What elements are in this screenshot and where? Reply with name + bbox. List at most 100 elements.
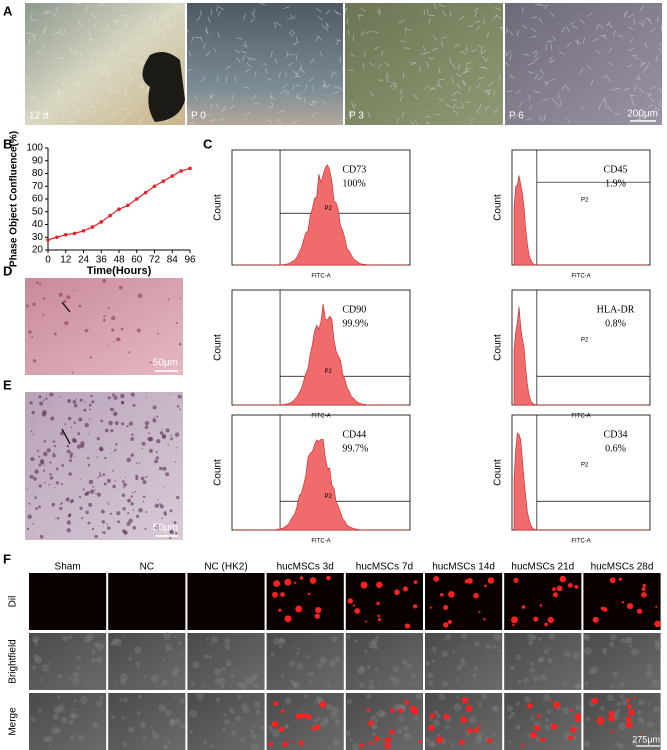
cell-texture (436, 733, 440, 737)
cell-texture (476, 732, 484, 740)
cell-texture (493, 633, 502, 642)
cell-texture (333, 70, 338, 77)
cell-texture (242, 54, 245, 61)
stain-spot (73, 403, 78, 408)
cell-texture (539, 673, 547, 681)
stain-spot (76, 444, 82, 449)
stain-spot (179, 298, 182, 300)
cell-texture (424, 84, 430, 90)
cell-texture (251, 743, 259, 750)
stain-spot (56, 517, 60, 520)
cell-texture (321, 24, 326, 30)
cell-texture (115, 84, 120, 90)
cell-texture (111, 112, 118, 116)
cell-texture (372, 723, 378, 730)
cell-texture (193, 94, 198, 101)
dil-signal (530, 731, 538, 739)
cell-texture (351, 101, 354, 108)
dil-signal (295, 605, 303, 613)
cell-texture (259, 2, 266, 6)
stain-spot (104, 428, 109, 433)
cell-texture (114, 638, 122, 647)
cell-texture (452, 103, 456, 110)
data-line (47, 167, 191, 241)
dil-signal (368, 720, 374, 726)
cell-texture (548, 647, 552, 650)
stain-spot (88, 479, 94, 485)
stain-spot (40, 458, 44, 463)
stain-spot (32, 302, 36, 306)
cell-texture (253, 724, 257, 728)
cell-texture (269, 728, 274, 732)
stain-spot (144, 425, 149, 429)
stain-spot (120, 393, 125, 399)
cell-texture (79, 42, 85, 48)
dil-signal (352, 604, 356, 607)
cell-texture (445, 633, 452, 641)
data-point (143, 190, 148, 195)
cell-texture (310, 671, 315, 676)
cell-texture (615, 708, 621, 715)
cell-texture (201, 684, 205, 688)
cell-texture (153, 43, 157, 50)
cell-texture (289, 660, 296, 667)
dil-signal (377, 614, 380, 618)
stain-spot (123, 530, 128, 535)
stain-spot (127, 500, 130, 502)
stain-spot (81, 517, 84, 520)
stain-spot (136, 514, 140, 518)
micrograph (345, 573, 423, 630)
stain-spot (42, 313, 45, 316)
cell-texture (226, 658, 229, 661)
cell-texture (375, 635, 380, 640)
cell-texture (221, 108, 227, 113)
cell-texture (411, 62, 417, 66)
stain-spot (177, 394, 182, 399)
stain-spot (58, 292, 63, 297)
cell-texture (100, 69, 105, 75)
x-tick-label: 84 (167, 255, 179, 266)
dil-signal (314, 613, 321, 619)
stain-spot (121, 493, 126, 498)
cell-texture (359, 665, 366, 672)
dil-signal (473, 592, 479, 599)
stain-spot (126, 425, 129, 428)
dil-signal (473, 727, 479, 733)
cell-texture (633, 18, 635, 25)
stain-spot (122, 507, 126, 511)
cell-texture (120, 14, 127, 17)
stain-spot (159, 504, 164, 509)
dil-signal (549, 698, 553, 702)
cell-texture (305, 735, 308, 738)
cell-texture (260, 725, 265, 731)
cell-texture (190, 681, 196, 686)
cell-texture (136, 710, 141, 715)
dil-signal (278, 608, 282, 612)
cell-texture (414, 715, 419, 720)
stain-spot (152, 405, 157, 410)
dil-signal (354, 608, 361, 614)
cell-texture (602, 34, 608, 40)
cell-texture (55, 99, 62, 102)
cell-texture (369, 91, 374, 97)
cell-texture (68, 677, 72, 681)
cell-texture (624, 10, 629, 16)
cell-texture (544, 4, 550, 9)
data-point (179, 169, 183, 173)
stain-spot (135, 474, 139, 478)
stain-spot (58, 395, 61, 398)
cell-texture (630, 94, 637, 97)
data-point (161, 179, 166, 183)
cell-texture (341, 7, 344, 10)
dil-signal (633, 696, 636, 699)
stain-spot (67, 513, 72, 518)
x-axis-label: FITC-A (571, 274, 590, 280)
stain-spot (106, 501, 108, 504)
cell-texture (328, 660, 336, 668)
cell-texture (601, 647, 608, 654)
cell-texture (249, 57, 256, 60)
stain-spot (78, 304, 82, 308)
cell-texture (115, 89, 122, 93)
cell-texture (583, 634, 591, 641)
cell-texture (237, 694, 242, 700)
